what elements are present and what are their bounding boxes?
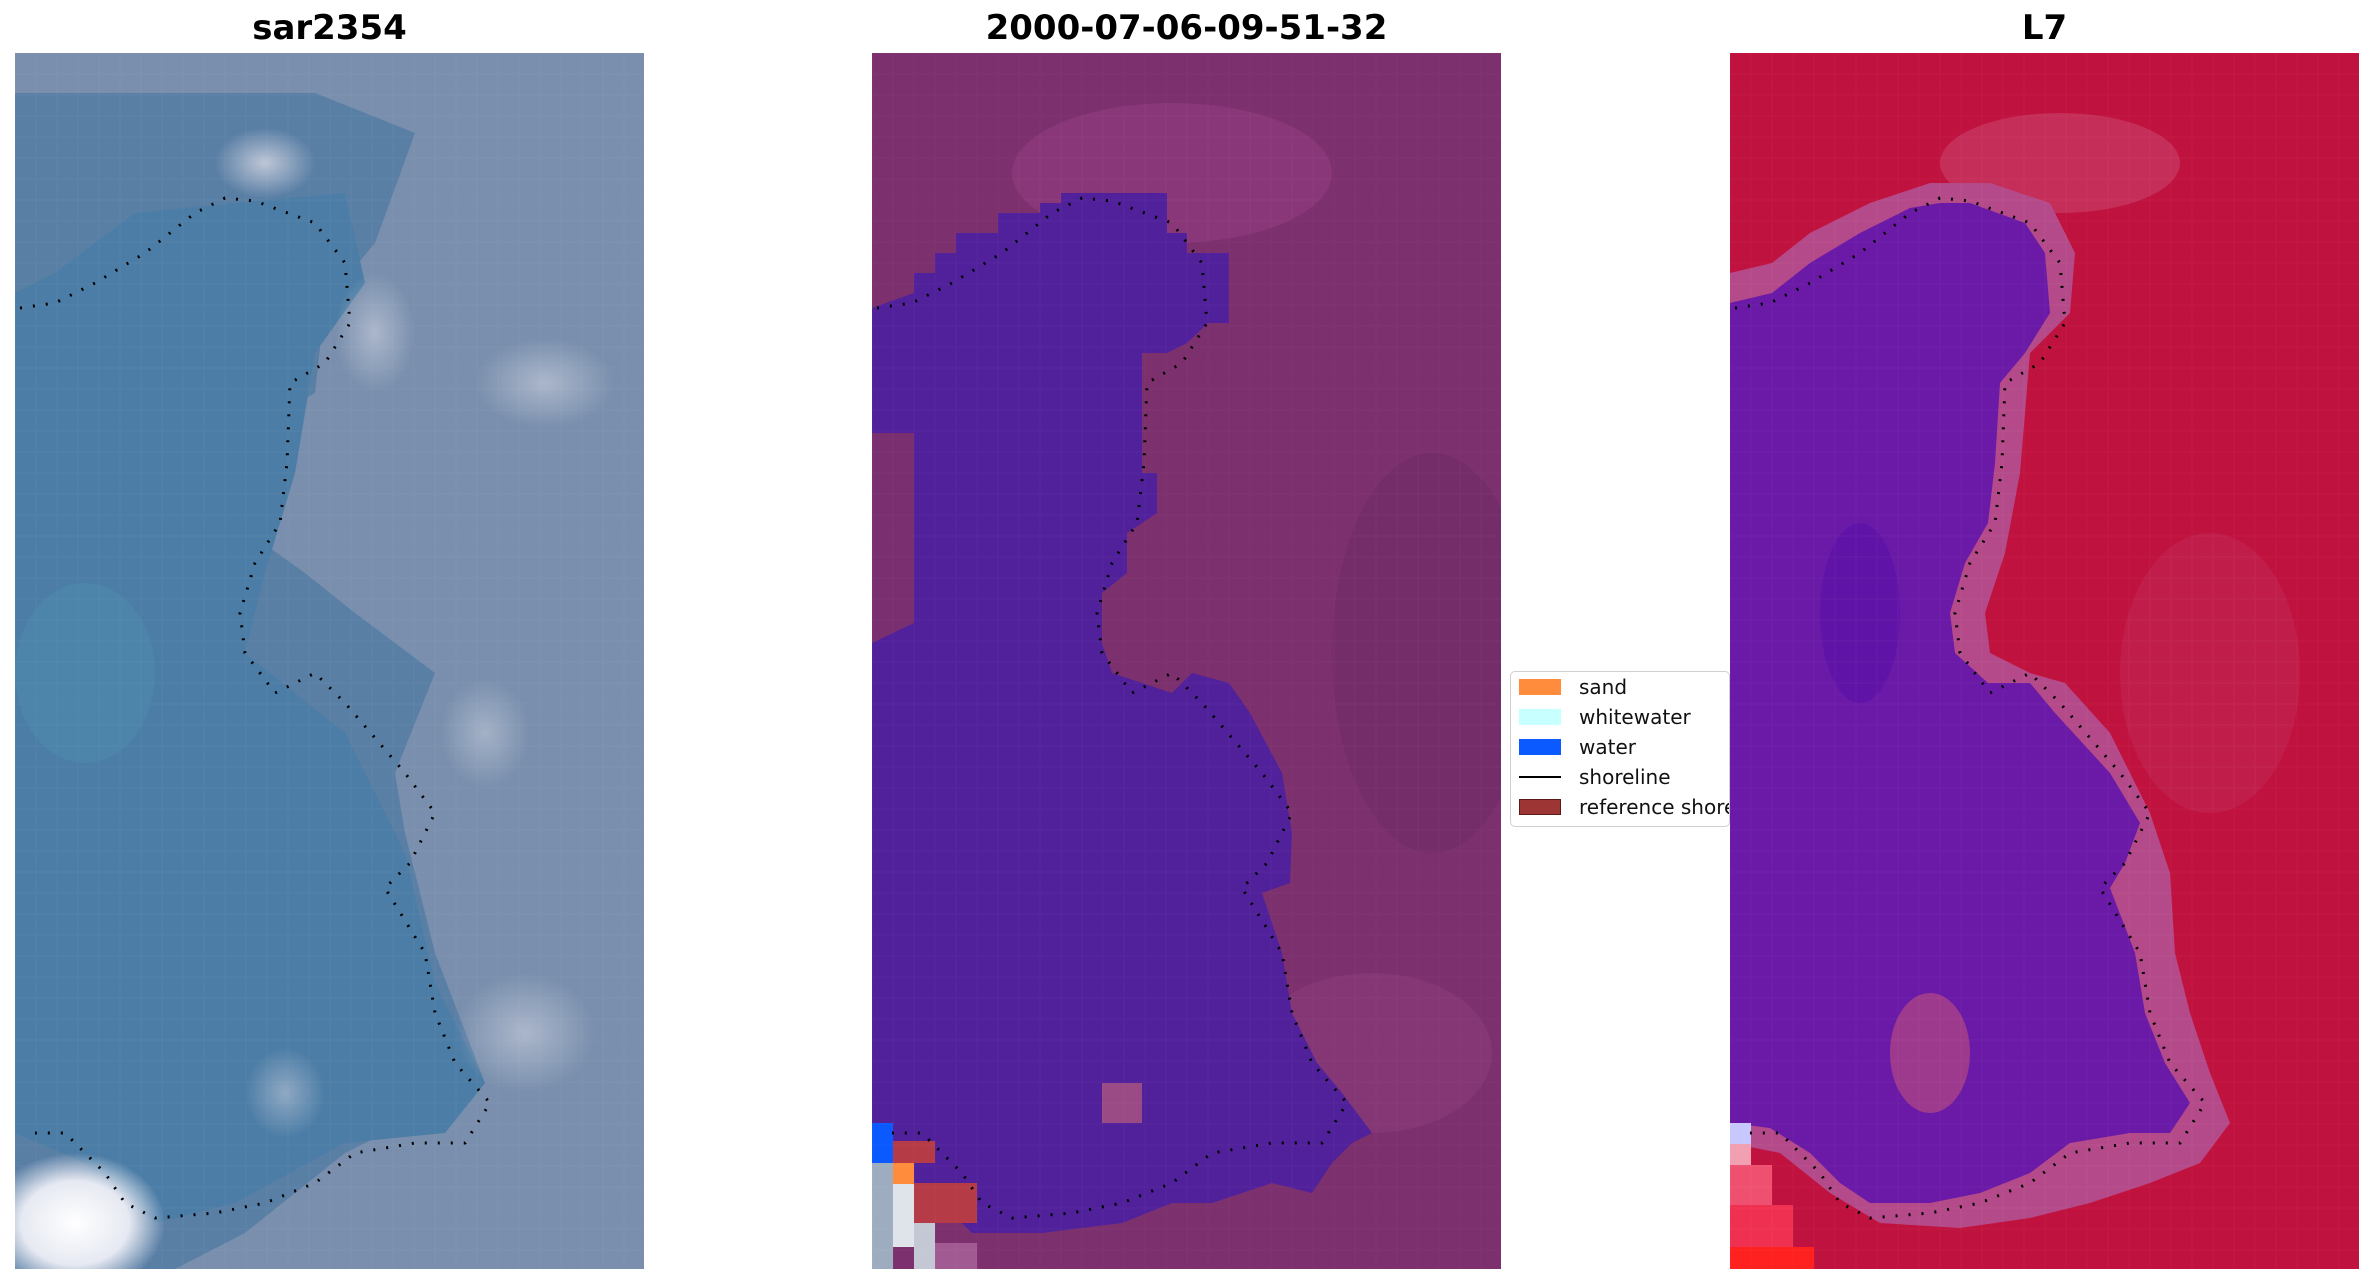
legend-label-water: water <box>1579 735 1636 759</box>
rgb-image <box>15 53 644 1269</box>
legend-item-sand: sand <box>1519 675 1628 699</box>
whitewater-swatch <box>1519 709 1561 725</box>
legend-label-reference-shoreline: reference shoreline <box>1579 795 1729 819</box>
index-image-panel <box>1730 53 2359 1269</box>
legend-label-whitewater: whitewater <box>1579 705 1691 729</box>
legend: sand whitewater water shoreline referenc… <box>1510 671 1730 827</box>
reference-shoreline-swatch <box>1519 799 1561 815</box>
classified-image-panel <box>872 53 1501 1269</box>
legend-label-sand: sand <box>1579 675 1628 699</box>
legend-item-shoreline: shoreline <box>1519 765 1671 789</box>
classified-shoreline <box>876 196 1349 1220</box>
index-shoreline <box>1734 196 2207 1220</box>
legend-label-shoreline: shoreline <box>1579 765 1671 789</box>
classified-image <box>872 53 1501 1269</box>
shoreline-line-swatch <box>1519 776 1561 778</box>
sand-swatch <box>1519 679 1561 695</box>
panel-title-right: L7 <box>2021 8 2068 48</box>
legend-item-whitewater: whitewater <box>1519 705 1691 729</box>
legend-item-water: water <box>1519 735 1636 759</box>
rgb-image-panel <box>15 53 644 1269</box>
rgb-shoreline <box>19 196 492 1220</box>
water-swatch <box>1519 739 1561 755</box>
mndwi-image <box>1730 53 2359 1269</box>
legend-item-reference-shoreline: reference shoreline <box>1519 795 1729 819</box>
panel-title-middle: 2000-07-06-09-51-32 <box>985 8 1388 48</box>
panel-title-left: sar2354 <box>252 8 407 48</box>
